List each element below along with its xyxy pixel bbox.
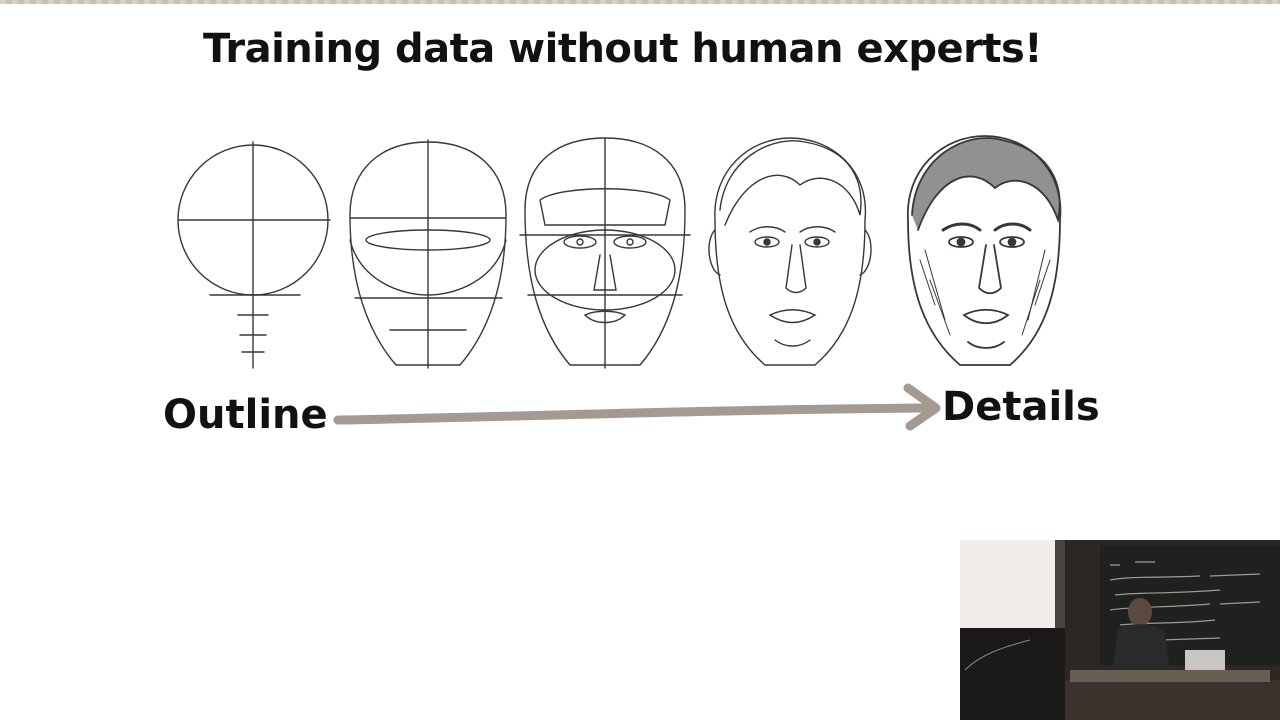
face-stage-3 xyxy=(519,137,691,369)
slide-title: Training data without human experts! xyxy=(202,26,1043,72)
face-stage-2 xyxy=(349,139,507,369)
face-stage-1 xyxy=(177,141,331,369)
face-stage-4 xyxy=(708,137,872,366)
lecturer-camera-feed-icon xyxy=(960,540,1280,720)
progress-arrow-icon xyxy=(333,383,941,431)
face-stage-5 xyxy=(907,135,1062,366)
details-label: Details xyxy=(942,384,1100,430)
face-drawing-progression-icon xyxy=(160,130,1090,375)
outline-label: Outline xyxy=(163,392,328,438)
top-border xyxy=(0,0,1280,4)
